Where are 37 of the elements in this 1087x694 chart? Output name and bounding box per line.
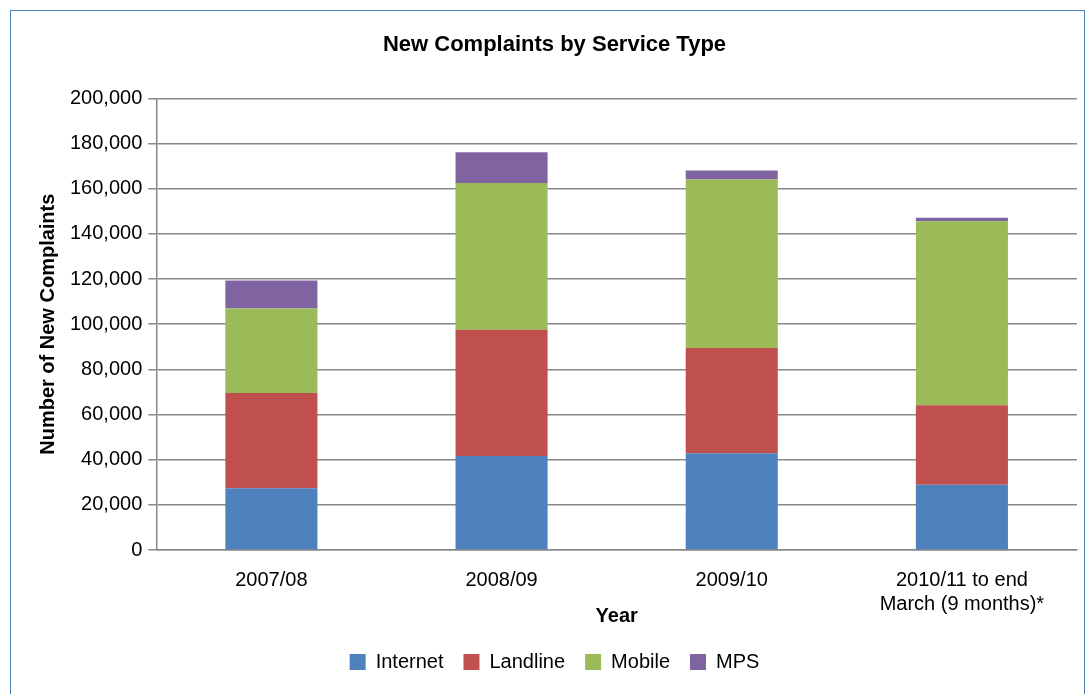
bar: [685, 453, 778, 550]
y-tick-label: 180,000: [70, 131, 143, 154]
bar: [225, 308, 318, 394]
y-tick-label: 200,000: [70, 85, 143, 108]
bar: [225, 393, 318, 489]
y-tick-label: 40,000: [81, 447, 143, 470]
bar: [915, 484, 1008, 550]
bar: [225, 280, 318, 309]
bar: [455, 183, 548, 330]
y-tick-label: 120,000: [70, 266, 143, 289]
y-tick-label: 140,000: [70, 221, 143, 244]
bar: [455, 152, 548, 184]
bar: [685, 170, 778, 180]
legend-label: Landline: [489, 649, 566, 672]
x-tick-label: 2008/09: [465, 567, 538, 590]
y-tick-label: 80,000: [81, 356, 143, 379]
y-tick-label: 100,000: [70, 311, 143, 334]
y-tick-label: 60,000: [81, 402, 143, 425]
legend-label: Internet: [375, 649, 444, 672]
legend-label: MPS: [716, 649, 760, 672]
bar: [225, 488, 318, 550]
bar: [685, 347, 778, 454]
x-tick-label: 2010/11 to end March (9 months)*: [879, 567, 1045, 614]
y-tick-label: 20,000: [81, 492, 143, 515]
bar: [455, 329, 548, 457]
x-tick-label: 2007/08: [235, 567, 308, 590]
x-tick-label: 2009/10: [695, 567, 768, 590]
y-tick-label: 0: [131, 537, 143, 560]
y-axis-title: Number of New Complaints: [35, 193, 58, 455]
bar: [915, 405, 1008, 485]
y-tick-label: 160,000: [70, 176, 143, 199]
bar: [455, 456, 548, 550]
legend-label: Mobile: [611, 649, 671, 672]
bar: [915, 221, 1008, 406]
bar: [685, 179, 778, 348]
chart-title: New Complaints by Service Type: [382, 31, 727, 57]
x-axis-title: Year: [595, 603, 638, 626]
